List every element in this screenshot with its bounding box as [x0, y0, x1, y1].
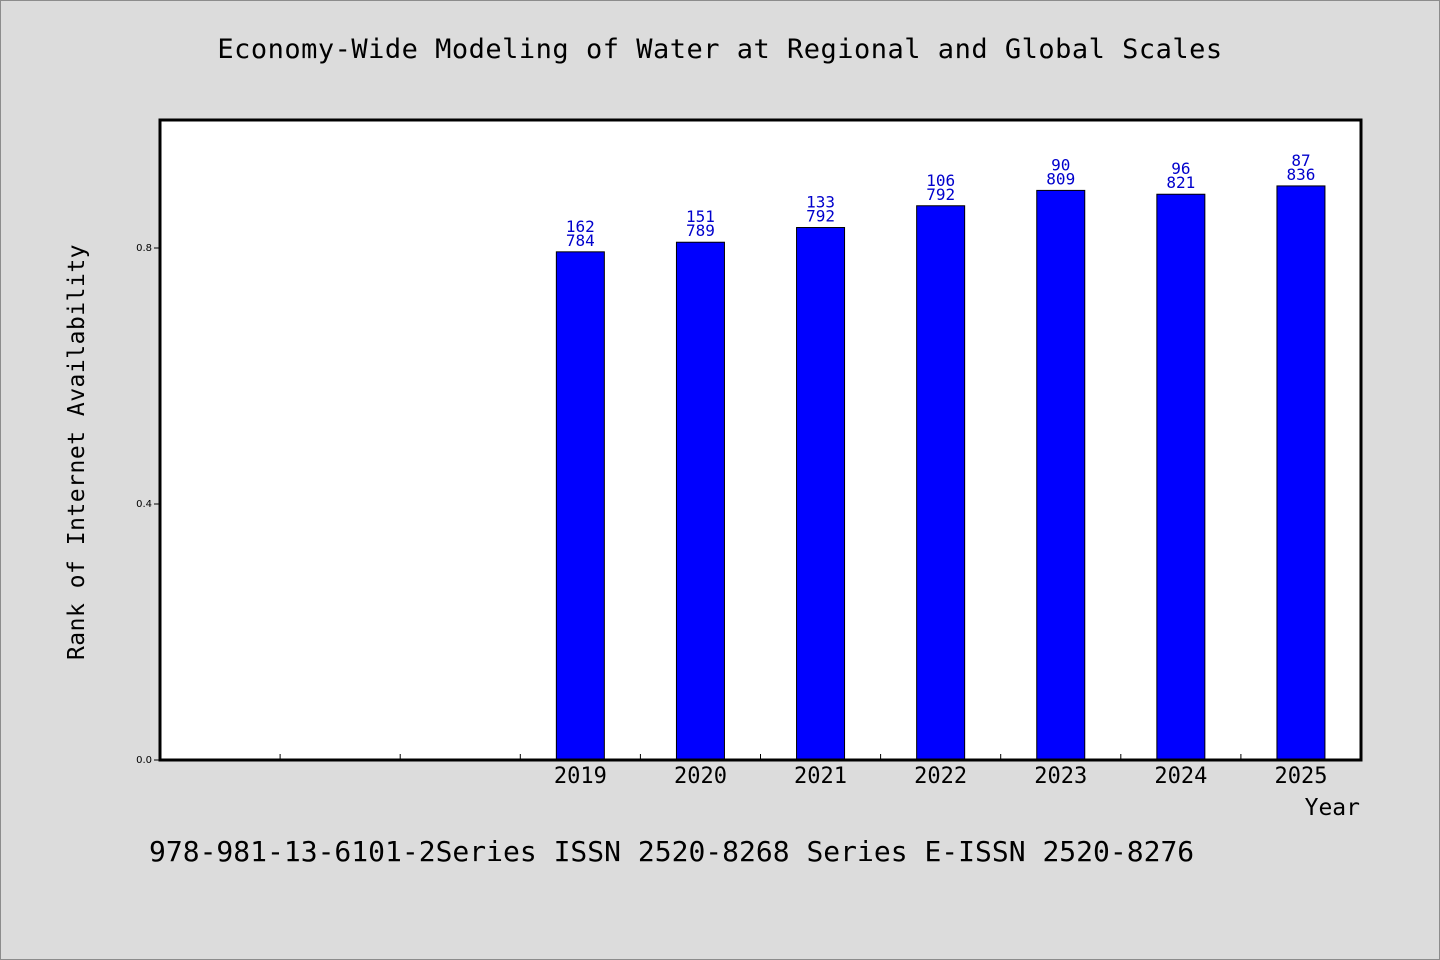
bar-rank-label: 151	[686, 207, 715, 226]
x-tick-label: 2025	[1274, 764, 1327, 789]
x-tick-label: 2022	[914, 764, 967, 789]
bar-rank-label: 87	[1291, 151, 1310, 170]
bar-rank-label: 162	[566, 217, 595, 236]
bar-rank-label: 133	[806, 193, 835, 212]
bar-score-label: 821	[1166, 173, 1195, 192]
bar-score-label: 836	[1286, 165, 1315, 184]
x-tick-label: 2020	[674, 764, 727, 789]
x-tick-label: 2024	[1154, 764, 1207, 789]
bar-score-label: 792	[926, 185, 955, 204]
bar-2024	[1156, 193, 1206, 761]
footer-isbn-text: 978-981-13-6101-2Series ISSN 2520-8268 S…	[149, 835, 1195, 868]
y-tick-label: 0.0	[136, 755, 152, 766]
bar-score-label: 809	[1046, 169, 1075, 188]
bar-rank-label: 90	[1051, 155, 1070, 174]
chart-title: Economy-Wide Modeling of Water at Region…	[217, 34, 1223, 65]
bar-2019	[555, 251, 605, 761]
y-tick-label: 0.8	[136, 243, 152, 254]
bar-score-label: 792	[806, 207, 835, 226]
y-tick-label: 0.4	[136, 499, 152, 510]
plot-border	[158, 118, 1363, 762]
y-axis-label: Rank of Internet Availability	[64, 243, 90, 661]
bar-2025	[1276, 185, 1326, 761]
x-tick-label: 2019	[554, 764, 607, 789]
x-tick-label: 2021	[794, 764, 847, 789]
x-axis-label: Year	[1304, 795, 1360, 821]
bar-2020	[675, 241, 725, 761]
bar-2021	[796, 227, 846, 761]
bar-score-label: 789	[686, 221, 715, 240]
x-tick-label: 2023	[1034, 764, 1087, 789]
bar-2022	[916, 205, 966, 761]
bar-2023	[1036, 189, 1086, 761]
bar-rank-label: 96	[1171, 159, 1190, 178]
bar-rank-label: 106	[926, 171, 955, 190]
bar-score-label: 784	[566, 231, 595, 250]
